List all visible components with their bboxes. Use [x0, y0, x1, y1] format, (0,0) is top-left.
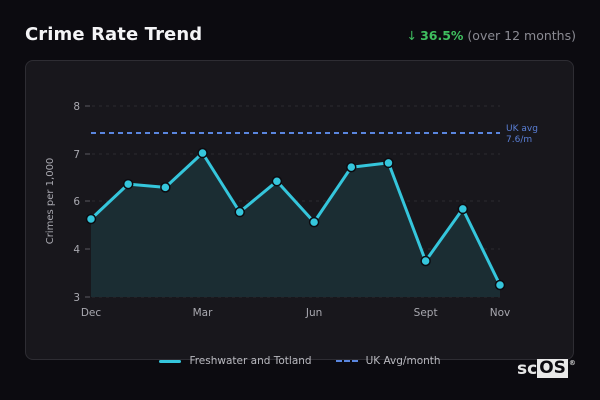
logo-text-os: OS — [537, 358, 568, 378]
logo-text-sc: sc — [517, 359, 538, 379]
legend: Freshwater and Totland UK Avg/month — [0, 355, 600, 367]
legend-item-series[interactable]: Freshwater and Totland — [159, 355, 312, 367]
series-area-fill — [91, 153, 500, 297]
data-point[interactable] — [308, 216, 320, 228]
data-point[interactable] — [197, 147, 208, 159]
x-axis: Dec Mar Jun Sept Nov — [81, 307, 510, 319]
legend-reference-label: UK Avg/month — [365, 355, 441, 367]
data-point[interactable] — [271, 176, 283, 187]
reference-label-line1: UK avg — [506, 124, 538, 134]
y-tick-label: 4 — [73, 244, 80, 256]
x-tick-label: Dec — [81, 307, 102, 319]
series-line — [89, 151, 502, 286]
registered-mark-icon: ® — [568, 359, 576, 367]
x-tick-label: Mar — [193, 307, 213, 319]
y-axis-title: Crimes per 1,000 — [45, 158, 56, 245]
data-point[interactable] — [420, 255, 431, 267]
chart-title: Crime Rate Trend — [25, 24, 203, 45]
data-point[interactable] — [122, 178, 134, 190]
data-point[interactable] — [160, 182, 171, 193]
legend-series-label: Freshwater and Totland — [189, 355, 312, 367]
x-tick-label: Sept — [414, 307, 438, 319]
scos-logo: sc OS ® — [517, 358, 576, 380]
data-point[interactable] — [383, 157, 394, 169]
solid-line-swatch-icon — [159, 359, 182, 363]
data-point[interactable] — [457, 203, 469, 215]
y-tick-label: 7 — [73, 149, 80, 161]
reference-label-line2: 7.6/m — [506, 135, 532, 145]
series-markers — [85, 147, 506, 291]
x-tick-label: Nov — [490, 307, 511, 319]
data-point[interactable] — [234, 206, 245, 218]
y-tick-label: 3 — [73, 292, 80, 304]
legend-item-reference[interactable]: UK Avg/month — [335, 355, 441, 367]
down-arrow-icon: ↓ — [406, 28, 418, 43]
dashed-line-swatch-icon — [335, 360, 358, 362]
y-tick-label: 8 — [73, 101, 80, 113]
change-percentage: 36.5% — [420, 28, 464, 43]
data-point[interactable] — [494, 279, 506, 291]
x-tick-label: Jun — [305, 307, 322, 319]
y-axis: 8 7 6 4 3 — [73, 101, 90, 304]
y-tick-label: 6 — [73, 196, 80, 208]
change-period: (over 12 months) — [467, 28, 576, 43]
data-point[interactable] — [85, 213, 97, 225]
change-summary: ↓ 36.5% (over 12 months) — [407, 28, 576, 43]
data-point[interactable] — [346, 161, 357, 173]
